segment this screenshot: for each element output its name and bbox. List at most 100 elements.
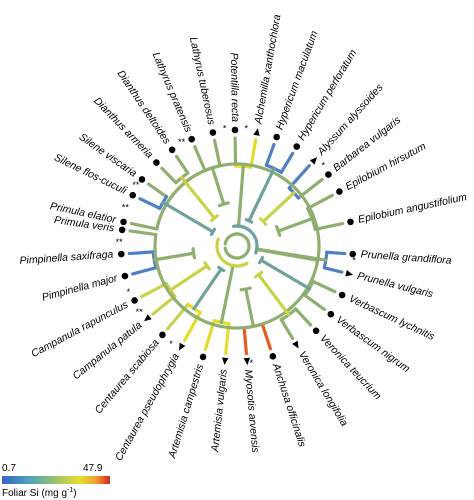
tree-branch bbox=[160, 166, 178, 185]
tree-branch-arc bbox=[217, 265, 226, 273]
triangle-marker bbox=[253, 128, 260, 136]
tree-branch bbox=[151, 294, 177, 316]
significance-mark: * bbox=[127, 287, 131, 297]
triangle-marker bbox=[222, 357, 229, 365]
tree-branch bbox=[276, 217, 314, 233]
significance-mark: * bbox=[223, 124, 227, 134]
tree-branch-arc bbox=[257, 256, 265, 265]
tree-branch-arc bbox=[209, 227, 217, 236]
tree-branch bbox=[212, 138, 222, 168]
tree-branch-arc bbox=[191, 247, 197, 260]
triangle-marker bbox=[243, 357, 251, 366]
tree-branch bbox=[244, 287, 255, 328]
significance-mark: * bbox=[169, 339, 173, 349]
tree-branch bbox=[193, 144, 207, 173]
dot-marker bbox=[129, 191, 137, 199]
dot-marker bbox=[269, 353, 277, 360]
significance-mark: * bbox=[352, 255, 356, 265]
triangle-marker bbox=[144, 314, 152, 322]
tree-branch-arc bbox=[217, 201, 230, 208]
significance-mark: * bbox=[245, 123, 249, 133]
dot-marker bbox=[138, 176, 146, 183]
dot-marker bbox=[199, 353, 207, 361]
scale-max-label: 47.9 bbox=[83, 463, 103, 474]
significance-mark: ** bbox=[132, 180, 140, 190]
significance-mark: ** bbox=[116, 237, 124, 247]
dot-marker bbox=[120, 218, 127, 226]
tip-markers bbox=[117, 126, 357, 366]
dot-marker bbox=[347, 218, 354, 226]
dot-marker bbox=[188, 135, 195, 143]
tree-branch bbox=[249, 138, 258, 169]
tip-label: Myosotis arvensis bbox=[242, 369, 261, 454]
tip-label: Artemisia vulgaris bbox=[209, 368, 230, 453]
tree-branches bbox=[127, 136, 347, 356]
tree-branch bbox=[152, 251, 196, 262]
significance-mark: * bbox=[322, 161, 326, 171]
dot-marker bbox=[338, 291, 346, 299]
tree-branch bbox=[131, 266, 158, 276]
tree-branch-arc bbox=[253, 270, 264, 279]
tree-branch bbox=[128, 229, 158, 237]
tree-branch bbox=[146, 182, 169, 199]
tree-branch-arc bbox=[153, 162, 321, 330]
tree-branch bbox=[313, 221, 345, 231]
dot-marker bbox=[349, 250, 357, 258]
dot-marker bbox=[336, 188, 343, 195]
significance-mark: ** bbox=[122, 203, 130, 213]
significance-mark: ** bbox=[136, 307, 144, 317]
dot-marker bbox=[168, 146, 176, 154]
significance-marks: ***************** bbox=[116, 123, 357, 368]
tip-label: Pimpinella saxifraga bbox=[19, 248, 114, 267]
dot-marker bbox=[131, 297, 138, 304]
tip-label: Pimpinella major bbox=[41, 272, 120, 304]
tree-branch bbox=[247, 166, 276, 223]
dot-marker bbox=[118, 226, 126, 234]
tree-branch bbox=[127, 250, 155, 256]
tree-branch bbox=[192, 267, 223, 311]
tree-branch-arc bbox=[274, 225, 282, 237]
dot-marker bbox=[273, 133, 280, 141]
tree-branch bbox=[219, 263, 235, 325]
dot-marker bbox=[325, 171, 332, 178]
tree-branch bbox=[242, 326, 249, 356]
tip-label: Prunella grandiflora bbox=[360, 248, 452, 266]
tree-branch bbox=[140, 281, 168, 299]
dot-marker bbox=[293, 143, 301, 150]
dot-marker bbox=[159, 331, 166, 339]
triangle-marker bbox=[345, 270, 354, 277]
tree-branch-arc bbox=[223, 232, 251, 260]
tree-branch-arc bbox=[231, 224, 259, 255]
tree-branch bbox=[260, 322, 272, 351]
dot-marker bbox=[312, 327, 320, 335]
tree-branch bbox=[306, 193, 334, 211]
dot-marker bbox=[231, 126, 239, 134]
tree-branch bbox=[168, 264, 209, 292]
triangle-marker bbox=[309, 157, 318, 165]
tree-branch-arc bbox=[203, 261, 211, 271]
dot-marker bbox=[117, 250, 125, 258]
tree-branch bbox=[261, 191, 296, 224]
color-scale-bar bbox=[2, 476, 110, 484]
tree-branch bbox=[322, 266, 344, 274]
tree-branch-arc bbox=[259, 217, 268, 226]
tree-branch-arc bbox=[215, 237, 249, 268]
dot-marker bbox=[209, 129, 217, 136]
tree-branch bbox=[279, 318, 295, 341]
tip-label: Anchusa officinalis bbox=[270, 361, 309, 449]
tree-branch bbox=[236, 164, 245, 228]
tree-branch bbox=[257, 273, 291, 317]
tip-label: Alchemilla xanthochlora bbox=[252, 13, 283, 125]
tip-label: Prunella vulgaris bbox=[356, 270, 435, 301]
tree-branch bbox=[180, 176, 216, 220]
tree-branch bbox=[294, 307, 313, 327]
tree-branch bbox=[138, 197, 162, 210]
tree-branch bbox=[255, 247, 320, 262]
dot-marker bbox=[153, 159, 160, 166]
scale-title: Foliar Si (mg g-1) bbox=[2, 487, 77, 499]
tip-label: Lathyrus tuberosus bbox=[187, 36, 217, 127]
tip-label: Potentilla recta bbox=[228, 52, 241, 122]
